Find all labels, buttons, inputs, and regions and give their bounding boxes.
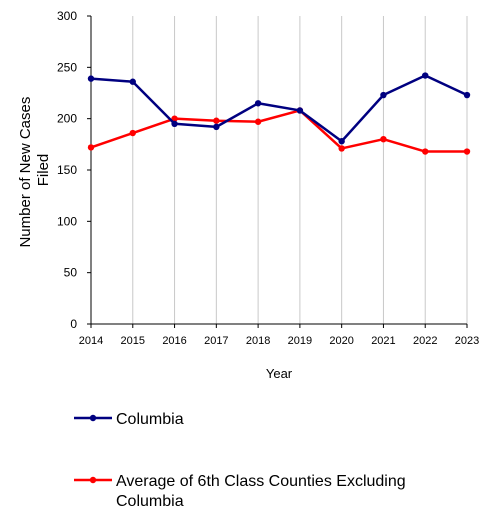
- y-tick-label: 300: [57, 9, 77, 23]
- x-axis-title: Year: [266, 366, 293, 381]
- data-point-average-6th-class: [380, 136, 387, 143]
- legend-label-average-line-2: Columbia: [116, 493, 184, 510]
- data-point-average-6th-class: [87, 144, 95, 151]
- data-point-average-6th-class: [171, 115, 178, 122]
- data-point-columbia: [87, 75, 95, 82]
- legend-label-columbia: Columbia: [116, 411, 184, 428]
- x-tick-label: 2019: [288, 335, 312, 347]
- legend-marker-average-6th-class: [89, 476, 97, 484]
- data-point-columbia: [129, 78, 136, 85]
- data-point-average-6th-class: [254, 118, 262, 125]
- y-axis-title-line-2: Filed: [35, 154, 52, 187]
- legend-label-average-6th-class: Average of 6th Class Counties Excluding …: [116, 473, 410, 510]
- data-point-average-6th-class: [463, 148, 471, 155]
- data-point-average-6th-class: [213, 117, 220, 124]
- legend-label-average-line-1: Average of 6th Class Counties Excluding: [116, 473, 406, 490]
- data-point-columbia: [338, 138, 345, 145]
- x-tick-label: 2015: [121, 335, 145, 347]
- data-point-columbia: [213, 123, 220, 131]
- legend: Columbia Average of 6th Class Counties E…: [74, 411, 410, 510]
- y-axis-title: Number of New Cases Filed: [17, 92, 52, 247]
- y-tick-label: 150: [57, 163, 77, 177]
- y-tick-label: 0: [70, 317, 77, 331]
- x-tick-label: 2020: [329, 335, 353, 347]
- y-tick-label: 200: [57, 112, 77, 126]
- x-tick-label: 2017: [204, 335, 228, 347]
- axes: [90, 16, 467, 325]
- series-line-columbia: [90, 74, 468, 143]
- y-tick-labels: 0 50 100 150 200 250 300: [57, 9, 91, 331]
- series-average-6th-class: [87, 107, 471, 155]
- x-tick-label: 2023: [455, 335, 479, 347]
- x-tick-label: 2016: [162, 335, 186, 347]
- y-axis-title-line-1: Number of New Cases: [17, 97, 34, 248]
- series-line-average-6th-class: [90, 109, 467, 153]
- x-tick-labels: 2014 2015 2016 2017 2018 2019 2020 2021 2022 2023: [79, 324, 479, 347]
- x-tick-label: 2022: [413, 335, 437, 347]
- data-point-columbia: [296, 107, 304, 114]
- legend-item-average-6th-class: Average of 6th Class Counties Excluding …: [74, 473, 410, 510]
- x-tick-label: 2021: [371, 335, 395, 347]
- data-point-columbia: [380, 91, 387, 99]
- data-point-average-6th-class: [422, 148, 429, 155]
- legend-marker-columbia: [89, 414, 97, 422]
- legend-label-columbia-line-1: Columbia: [116, 411, 184, 428]
- y-tick-label: 100: [57, 214, 77, 228]
- y-tick-label: 50: [64, 266, 78, 280]
- legend-item-columbia: Columbia: [74, 411, 184, 428]
- series-layer: [87, 72, 471, 155]
- data-point-average-6th-class: [129, 129, 136, 137]
- data-point-columbia: [422, 72, 429, 79]
- data-point-average-6th-class: [338, 145, 345, 152]
- grid-lines: [132, 16, 468, 324]
- data-point-columbia: [463, 91, 471, 99]
- data-point-columbia: [171, 120, 178, 128]
- x-tick-label: 2018: [246, 335, 270, 347]
- data-point-columbia: [254, 100, 262, 107]
- x-tick-label: 2014: [79, 335, 103, 347]
- y-tick-label: 250: [57, 60, 77, 74]
- series-columbia: [87, 72, 471, 145]
